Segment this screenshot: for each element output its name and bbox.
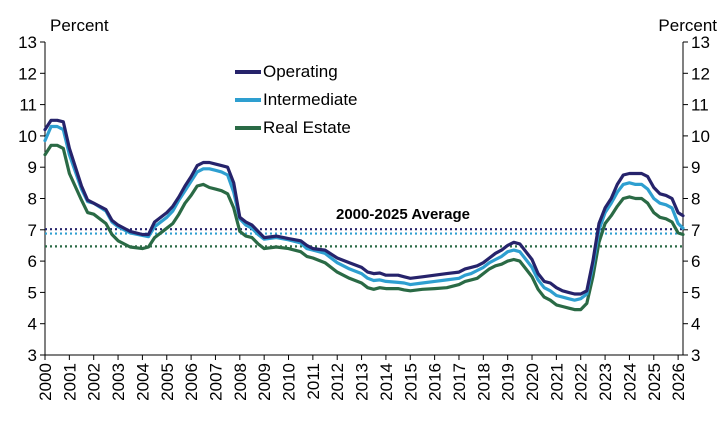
- y-tick-label-right: 7: [691, 221, 700, 240]
- series-line-real-estate: [43, 143, 685, 312]
- y-tick-label-right: 10: [691, 127, 710, 146]
- y-tick-label-left: 13: [18, 33, 37, 52]
- x-tick-label: 2014: [377, 363, 396, 401]
- y-tick-label-left: 10: [18, 127, 37, 146]
- x-tick-label: 2016: [426, 363, 445, 401]
- legend-swatch-intermediate: [235, 98, 261, 102]
- x-tick-label: 2013: [353, 363, 372, 401]
- y-tick-label-left: 5: [28, 283, 37, 302]
- x-tick-label: 2002: [85, 363, 104, 401]
- x-tick-label: 2021: [547, 363, 566, 401]
- x-tick-label: 2011: [304, 363, 323, 400]
- y-tick-label-right: 8: [691, 190, 700, 209]
- x-tick-label: 2023: [596, 363, 615, 401]
- y-tick-label-right: 5: [691, 283, 700, 302]
- x-tick-label: 2009: [255, 363, 274, 401]
- legend-swatch-operating: [235, 70, 261, 74]
- x-tick-label: 2001: [60, 363, 79, 401]
- x-tick-label: 2006: [182, 363, 201, 401]
- legend-label-intermediate: Intermediate: [263, 90, 358, 109]
- x-tick-label: 2010: [280, 363, 299, 401]
- series-line-operating: [43, 118, 685, 296]
- x-tick-label: 2015: [401, 363, 420, 401]
- y-tick-label-right: 3: [691, 346, 700, 365]
- x-tick-label: 2012: [328, 363, 347, 401]
- y-tick-label-right: 13: [691, 33, 710, 52]
- average-annotation: 2000-2025 Average: [336, 206, 470, 223]
- y-tick-label-left: 9: [28, 158, 37, 177]
- y-tick-label-right: 4: [691, 315, 700, 334]
- y-tick-label-left: 3: [28, 346, 37, 365]
- x-tick-label: 2019: [499, 363, 518, 401]
- y-axis-unit-left: Percent: [50, 16, 109, 35]
- x-tick-label: 2003: [109, 363, 128, 401]
- y-tick-label-left: 11: [19, 96, 37, 115]
- y-tick-label-left: 7: [28, 221, 37, 240]
- y-axis-unit-right: Percent: [658, 16, 717, 35]
- x-tick-label: 2025: [645, 363, 664, 401]
- x-tick-label: 2020: [523, 363, 542, 401]
- x-tick-label: 2007: [206, 363, 225, 401]
- x-tick-label: 2000: [36, 363, 55, 401]
- legend-item-real-estate: Real Estate: [235, 114, 358, 142]
- x-tick-label: 2017: [450, 363, 469, 401]
- y-tick-label-left: 8: [28, 190, 37, 209]
- x-tick-label: 2024: [620, 363, 639, 401]
- y-tick-label-left: 6: [28, 252, 37, 271]
- y-tick-label-left: 12: [18, 64, 37, 83]
- y-tick-label-right: 6: [691, 252, 700, 271]
- x-tick-label: 2022: [572, 363, 591, 401]
- legend-label-real-estate: Real Estate: [263, 118, 351, 137]
- x-tick-label: 2018: [474, 363, 493, 401]
- legend-item-intermediate: Intermediate: [235, 86, 358, 114]
- legend-item-operating: Operating: [235, 58, 358, 86]
- y-tick-label-right: 11: [691, 96, 709, 115]
- x-tick-label: 2005: [158, 363, 177, 401]
- legend-swatch-real-estate: [235, 126, 261, 130]
- x-tick-label: 2026: [669, 363, 688, 401]
- x-tick-label: 2004: [133, 363, 152, 401]
- y-tick-label-right: 9: [691, 158, 700, 177]
- legend: Operating Intermediate Real Estate: [235, 58, 358, 142]
- legend-label-operating: Operating: [263, 62, 338, 81]
- y-tick-label-right: 12: [691, 64, 710, 83]
- x-tick-label: 2008: [231, 363, 250, 401]
- y-tick-label-left: 4: [28, 315, 37, 334]
